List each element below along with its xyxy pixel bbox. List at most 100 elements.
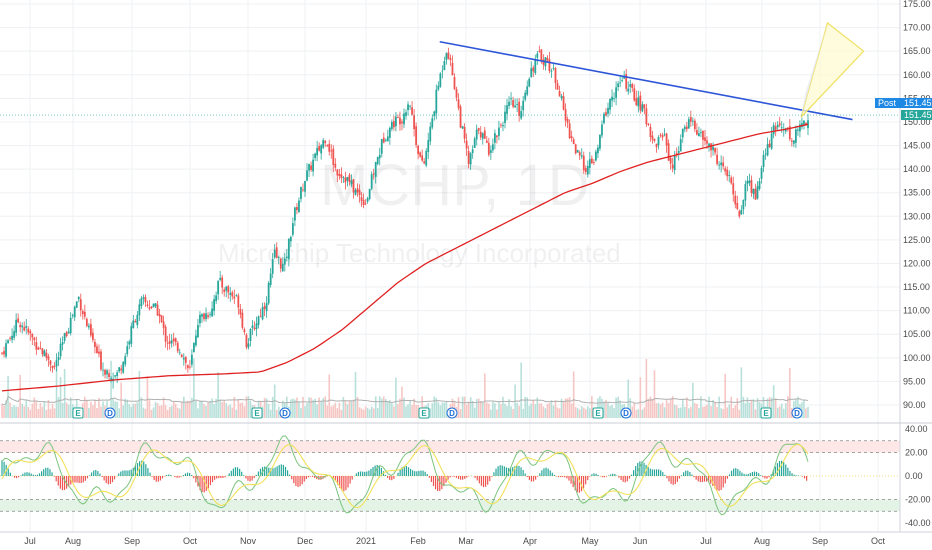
candle-body [257, 316, 260, 325]
volume-bar [463, 396, 466, 418]
earnings-marker[interactable] [72, 407, 84, 419]
volume-bar [692, 382, 694, 418]
oscillator-histogram-bar [493, 472, 495, 476]
oscillator-histogram-bar [466, 476, 468, 478]
candle-body [55, 360, 58, 367]
candle-body [5, 343, 7, 357]
volume-bar [671, 396, 674, 418]
oscillator-histogram-bar [78, 476, 80, 483]
candle-body [3, 351, 5, 355]
candle-body [43, 350, 46, 357]
candle-body [483, 130, 486, 139]
volume-bar [738, 409, 741, 418]
candle-body [641, 104, 644, 112]
earnings-marker[interactable] [760, 407, 772, 419]
trendline[interactable] [439, 40, 853, 121]
candle-body [392, 121, 395, 128]
candle-body [81, 311, 84, 315]
oscillator-histogram-bar [637, 462, 639, 476]
candle-body [792, 140, 795, 144]
dividend-marker[interactable] [446, 407, 458, 419]
earnings-marker[interactable] [592, 407, 604, 419]
candle-body [433, 111, 436, 117]
candle-body [485, 140, 488, 143]
oscillator-histogram-bar [718, 476, 720, 491]
oscillator-histogram-bar [589, 476, 591, 477]
oscillator-histogram-bar [286, 470, 289, 476]
candle-body [322, 140, 325, 148]
dividend-marker[interactable] [104, 407, 116, 419]
earnings-marker-label: E [763, 409, 769, 418]
candle-body [413, 115, 415, 130]
oscillator-histogram-bar [45, 467, 47, 476]
volume-bar [417, 405, 419, 418]
candle-body [772, 125, 775, 135]
oscillator-histogram-bar [15, 476, 18, 479]
volume-bar [518, 405, 520, 418]
oscillator-tick-label: -20.00 [905, 495, 931, 505]
oscillator-histogram-bar [384, 474, 387, 476]
volume-bar [641, 409, 644, 418]
volume-bar [490, 409, 492, 418]
candle-body [168, 341, 171, 344]
candle-body [364, 203, 367, 205]
oscillator-histogram-bar [124, 470, 126, 476]
volume-bar [170, 405, 173, 418]
volume-bar [756, 397, 759, 418]
candle-body [599, 134, 601, 149]
oscillator-axis[interactable]: 40.00 20.00 0.00 -20.00 -40.00 [905, 424, 931, 528]
price-tick-label: 145.00 [903, 141, 931, 151]
candle-body [281, 263, 284, 272]
projection-shade [801, 22, 828, 118]
candle-body [197, 325, 199, 338]
oscillator-histogram-bar [518, 465, 520, 476]
candle-body [560, 96, 563, 99]
volume-bar [603, 401, 605, 418]
candle-body [178, 352, 181, 354]
earnings-marker-label: E [595, 409, 601, 418]
oscillator-histogram-bar [605, 476, 608, 477]
candle-body [770, 133, 773, 149]
price-tick-label: 120.00 [903, 258, 931, 268]
volume-bar [100, 406, 102, 418]
dividend-marker[interactable] [620, 407, 632, 419]
volume-bar [189, 400, 191, 418]
dividend-marker[interactable] [791, 407, 803, 419]
candle-body [271, 259, 274, 274]
volume-average-line [1, 395, 809, 406]
oscillator-histogram-bar [103, 476, 105, 481]
oscillator-histogram-bar [366, 471, 368, 476]
price-tick-label: 100.00 [903, 353, 931, 363]
price-tick-label: 140.00 [903, 164, 931, 174]
candle-body [146, 304, 149, 306]
candle-body [576, 150, 579, 153]
earnings-marker[interactable] [418, 407, 430, 419]
volume-bar [439, 405, 442, 418]
candle-body [514, 105, 516, 108]
candle-body [403, 113, 405, 125]
earnings-marker[interactable] [251, 407, 263, 419]
candle-body [728, 174, 731, 176]
oscillator-histogram-bar [220, 476, 222, 479]
candle-body [738, 210, 741, 217]
oscillator-histogram-bar [218, 476, 220, 479]
volume-bar [55, 363, 58, 418]
volume-bar [203, 403, 205, 418]
volume-bar [556, 407, 559, 418]
time-axis[interactable]: Jul Aug Sep Oct Nov Dec 2021 Feb Mar Apr May Jun Jul… [24, 536, 885, 546]
volume-bar [681, 399, 684, 418]
candle-body [645, 108, 648, 125]
candle-body [193, 342, 195, 352]
volume-bar [209, 400, 211, 418]
volume-bar [314, 398, 316, 418]
candle-body [231, 292, 234, 297]
candle-body [572, 139, 575, 145]
volume-bar [712, 400, 714, 418]
price-axis[interactable]: 175.00170.00165.00160.00155.00150.00145.… [903, 0, 931, 410]
volume-bar [53, 408, 56, 418]
candle-body [607, 107, 609, 114]
oscillator-histogram-bar [722, 476, 724, 488]
dividend-marker[interactable] [279, 407, 291, 419]
